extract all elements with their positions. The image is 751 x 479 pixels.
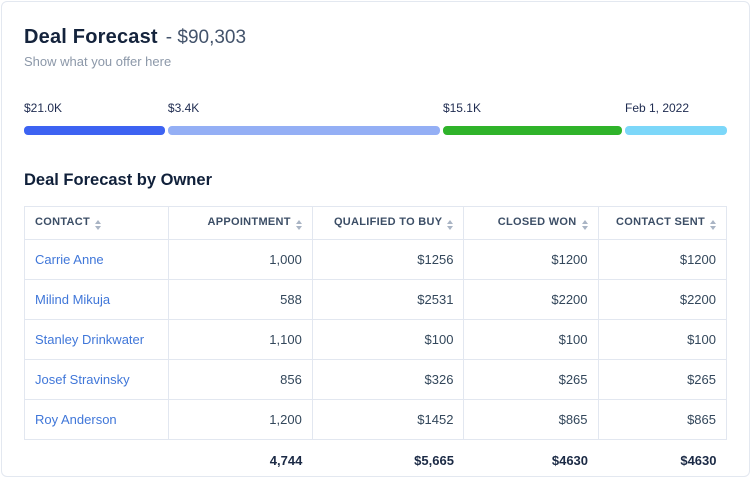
value-cell: $265 [597, 359, 728, 400]
sort-icon[interactable] [95, 220, 102, 230]
value-cell: $1452 [311, 399, 465, 440]
sort-icon[interactable] [295, 220, 302, 230]
totals-row: 4,744 $5,665 $4630 $4630 [24, 439, 727, 476]
value-cell: 1,100 [167, 319, 313, 360]
bar-label-cell-2: $15.1K [443, 99, 622, 117]
bar-segment-1 [167, 126, 440, 135]
totals-cell: $4630 [463, 439, 599, 476]
value-cell: $2200 [597, 279, 728, 320]
contact-link[interactable]: Milind Mikuja [35, 292, 111, 307]
contact-cell: Roy Anderson [24, 399, 169, 440]
bar-label-2: $15.1K [442, 101, 481, 115]
table-body: Carrie Anne 1,000 $1256 $1200 $1200 Milind Mi… [24, 239, 728, 476]
column-header-qualified-to-buy[interactable]: Qualified to buy [311, 206, 465, 240]
bar-label-0: $21.0K [24, 101, 63, 115]
value-cell: $100 [597, 319, 728, 360]
table-row: Milind Mikuja 588 $2531 $2200 $2200 [24, 279, 728, 320]
column-header-contact-sent[interactable]: Contact sent [597, 206, 728, 240]
totals-cell: $5,665 [312, 439, 464, 476]
page-subtitle: Show what you offer here [24, 54, 172, 69]
value-cell: $1200 [463, 239, 599, 280]
value-cell: 856 [167, 359, 313, 400]
sort-icon[interactable] [581, 220, 588, 230]
column-header-label: Contact [35, 216, 91, 228]
column-header-contact[interactable]: Contact [24, 206, 169, 240]
table-header-row: Contact Appointment Qualified to buy Closed… [24, 206, 728, 240]
table-row: Stanley Drinkwater 1,100 $100 $100 $100 [24, 319, 728, 360]
contact-cell: Josef Stravinsky [24, 359, 169, 400]
table-row: Josef Stravinsky 856 $326 $265 $265 [24, 359, 728, 400]
column-header-label: Closed won [497, 216, 577, 228]
contact-link[interactable]: Carrie Anne [35, 252, 104, 267]
column-header-label: Appointment [207, 216, 291, 228]
value-cell: $1200 [597, 239, 728, 280]
page-amount: - $90,303 [165, 27, 247, 48]
sort-icon[interactable] [710, 220, 716, 230]
bar-segment-3 [624, 126, 727, 135]
column-header-label: Qualified to buy [333, 216, 443, 228]
bar-label-1: $3.4K [167, 101, 200, 115]
page-header: Deal Forecast - $90,303 [24, 26, 727, 49]
bar-label-cell-3: Feb 1, 2022 [625, 99, 727, 117]
contact-link[interactable]: Roy Anderson [35, 412, 117, 427]
value-cell: 1,200 [167, 399, 313, 440]
table-header: Contact Appointment Qualified to buy Closed… [24, 206, 728, 240]
bar-segment-2 [442, 126, 622, 135]
contact-link[interactable]: Stanley Drinkwater [35, 332, 145, 347]
sort-icon[interactable] [447, 220, 454, 230]
totals-cell: 4,744 [168, 439, 313, 476]
contact-link[interactable]: Josef Stravinsky [35, 372, 130, 387]
column-header-label: Contact sent [616, 216, 705, 228]
value-cell: $100 [311, 319, 465, 360]
totals-empty-cell [24, 439, 169, 476]
value-cell: $865 [463, 399, 599, 440]
bar-label-3: Feb 1, 2022 [624, 101, 690, 115]
value-cell: $865 [597, 399, 728, 440]
totals-cell: $4630 [598, 439, 727, 476]
column-header-appointment[interactable]: Appointment [167, 206, 313, 240]
value-cell: $1256 [311, 239, 465, 280]
page-title: Deal Forecast [24, 26, 158, 48]
value-cell: $265 [463, 359, 599, 400]
value-cell: $2200 [463, 279, 599, 320]
bar-label-cell-0: $21.0K [24, 99, 165, 117]
deal-forecast-table: Contact Appointment Qualified to buy Closed… [24, 206, 728, 476]
contact-cell: Stanley Drinkwater [24, 319, 169, 360]
contact-cell: Carrie Anne [24, 239, 169, 280]
value-cell: 1,000 [167, 239, 313, 280]
table-row: Roy Anderson 1,200 $1452 $865 $865 [24, 399, 728, 440]
column-header-closed-won[interactable]: Closed won [463, 206, 599, 240]
value-cell: $326 [311, 359, 465, 400]
value-cell: $100 [463, 319, 599, 360]
value-cell: $2531 [311, 279, 465, 320]
table-row: Carrie Anne 1,000 $1256 $1200 $1200 [24, 239, 728, 280]
progress-bar [24, 126, 727, 135]
bar-segment-0 [24, 126, 165, 135]
contact-cell: Milind Mikuja [24, 279, 169, 320]
value-cell: 588 [167, 279, 313, 320]
bar-labels: $21.0K $3.4K $15.1K Feb 1, 2022 [24, 99, 727, 117]
bar-label-cell-1: $3.4K [168, 99, 440, 117]
table-title: Deal Forecast by Owner [24, 171, 212, 189]
